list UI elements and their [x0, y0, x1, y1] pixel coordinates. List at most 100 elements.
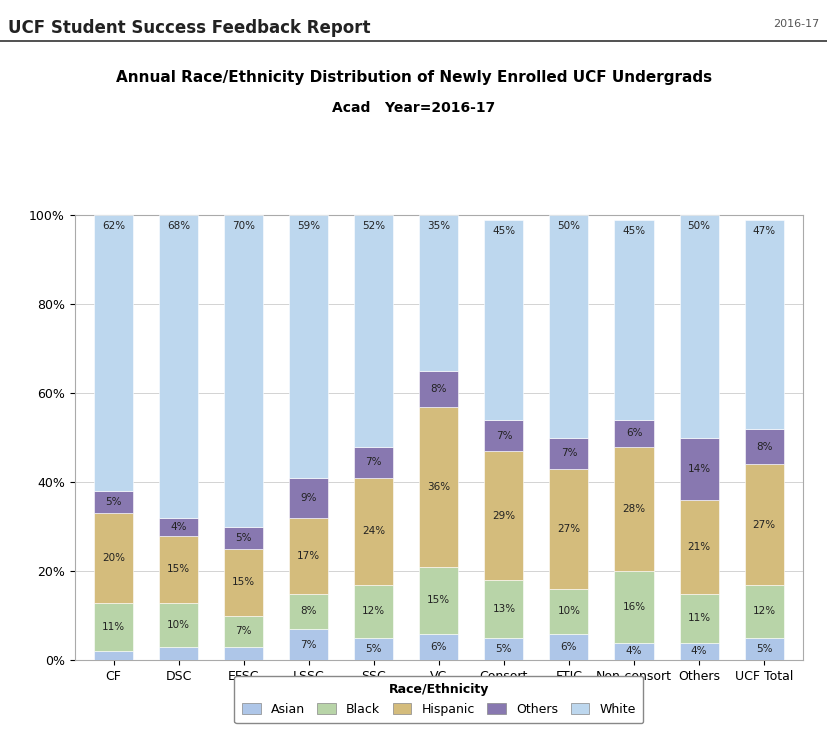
- Bar: [289, 478, 327, 518]
- Bar: [549, 438, 588, 469]
- Bar: [418, 407, 458, 567]
- Bar: [418, 371, 458, 407]
- Text: Annual Race/Ethnicity Distribution of Newly Enrolled UCF Undergrads: Annual Race/Ethnicity Distribution of Ne…: [116, 70, 711, 85]
- Text: 28%: 28%: [622, 504, 645, 514]
- Bar: [159, 215, 198, 518]
- Text: 16%: 16%: [622, 602, 645, 612]
- Bar: [94, 513, 133, 603]
- Bar: [224, 549, 263, 616]
- Bar: [159, 536, 198, 603]
- Bar: [94, 491, 133, 513]
- Text: 70%: 70%: [232, 221, 255, 232]
- Bar: [743, 464, 782, 585]
- Bar: [484, 580, 523, 638]
- Bar: [354, 447, 393, 478]
- Text: 29%: 29%: [492, 510, 515, 521]
- Bar: [224, 616, 263, 647]
- Text: 12%: 12%: [752, 606, 775, 617]
- Text: 45%: 45%: [622, 226, 645, 236]
- Text: 7%: 7%: [560, 448, 576, 459]
- Bar: [679, 215, 718, 438]
- Text: 10%: 10%: [557, 606, 580, 617]
- Text: 2016-17: 2016-17: [772, 19, 819, 28]
- Bar: [224, 527, 263, 549]
- Text: 14%: 14%: [686, 464, 710, 474]
- Text: 5%: 5%: [105, 497, 122, 508]
- Bar: [418, 215, 458, 371]
- Bar: [354, 215, 393, 447]
- Text: 15%: 15%: [232, 577, 255, 588]
- Text: 27%: 27%: [557, 524, 580, 534]
- Text: 9%: 9%: [300, 493, 317, 503]
- Bar: [679, 500, 718, 594]
- Text: 10%: 10%: [167, 620, 190, 630]
- Text: 24%: 24%: [361, 526, 385, 536]
- Text: 4%: 4%: [690, 646, 706, 657]
- Text: 15%: 15%: [167, 564, 190, 574]
- Bar: [614, 571, 653, 643]
- Bar: [679, 643, 718, 660]
- Text: 5%: 5%: [495, 644, 512, 654]
- Bar: [549, 589, 588, 634]
- Text: 52%: 52%: [361, 221, 385, 232]
- Text: 12%: 12%: [361, 606, 385, 617]
- Text: 47%: 47%: [752, 226, 775, 236]
- Bar: [614, 220, 653, 420]
- Text: 5%: 5%: [365, 644, 381, 654]
- Text: 13%: 13%: [492, 604, 515, 614]
- Text: Acad   Year=2016-17: Acad Year=2016-17: [332, 101, 495, 114]
- Bar: [743, 429, 782, 464]
- Text: 8%: 8%: [755, 441, 772, 452]
- Bar: [354, 478, 393, 585]
- Text: 6%: 6%: [560, 642, 576, 652]
- Text: 59%: 59%: [297, 221, 320, 232]
- Bar: [289, 215, 327, 478]
- Text: 68%: 68%: [167, 221, 190, 232]
- Bar: [614, 447, 653, 571]
- Bar: [614, 420, 653, 447]
- Bar: [743, 638, 782, 660]
- Bar: [549, 215, 588, 438]
- Bar: [484, 638, 523, 660]
- Bar: [679, 594, 718, 643]
- Bar: [159, 518, 198, 536]
- Text: 27%: 27%: [752, 519, 775, 530]
- Bar: [484, 451, 523, 580]
- Bar: [289, 594, 327, 629]
- Text: 11%: 11%: [686, 613, 710, 623]
- Text: 6%: 6%: [430, 642, 447, 652]
- Text: 50%: 50%: [557, 221, 580, 232]
- Bar: [289, 518, 327, 594]
- Bar: [159, 647, 198, 660]
- Text: 45%: 45%: [492, 226, 515, 236]
- Text: 11%: 11%: [102, 622, 125, 632]
- Text: 8%: 8%: [300, 606, 317, 617]
- Bar: [94, 651, 133, 660]
- Text: 15%: 15%: [427, 595, 450, 605]
- Bar: [743, 585, 782, 638]
- Bar: [159, 603, 198, 647]
- Bar: [418, 567, 458, 634]
- Bar: [484, 420, 523, 451]
- Text: 4%: 4%: [625, 646, 642, 657]
- Bar: [679, 438, 718, 500]
- Text: 17%: 17%: [297, 551, 320, 561]
- Text: 7%: 7%: [365, 457, 381, 467]
- Text: 20%: 20%: [102, 553, 125, 563]
- Text: 5%: 5%: [755, 644, 772, 654]
- Text: 6%: 6%: [625, 428, 642, 439]
- Bar: [484, 220, 523, 420]
- Bar: [418, 634, 458, 660]
- Bar: [94, 603, 133, 651]
- Bar: [549, 634, 588, 660]
- Text: 7%: 7%: [235, 626, 251, 637]
- Text: 35%: 35%: [427, 221, 450, 232]
- Text: 7%: 7%: [495, 430, 512, 441]
- Bar: [354, 638, 393, 660]
- Text: 36%: 36%: [427, 482, 450, 492]
- Text: 5%: 5%: [235, 533, 251, 543]
- Text: 8%: 8%: [430, 384, 447, 394]
- Text: 21%: 21%: [686, 542, 710, 552]
- Bar: [224, 215, 263, 527]
- Text: 62%: 62%: [102, 221, 125, 232]
